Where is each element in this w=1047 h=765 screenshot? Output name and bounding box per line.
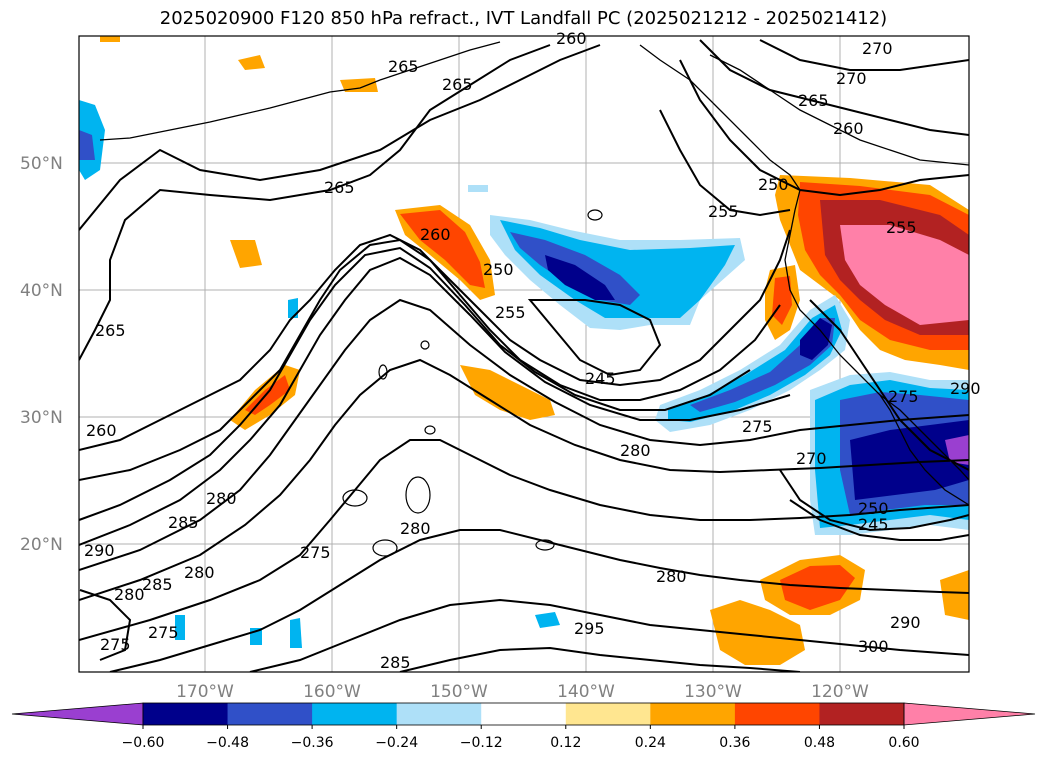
colorbar-segment	[396, 703, 482, 725]
lon-label: 130°W	[684, 682, 742, 702]
contour-label: 245	[858, 515, 889, 534]
colorbar-segment	[312, 703, 398, 725]
contour-label: 295	[574, 619, 605, 638]
contour-label: 280	[400, 519, 431, 538]
contour-label: 250	[483, 260, 514, 279]
colorbar-tick-label: −0.48	[206, 735, 249, 751]
contour-label: 280	[656, 567, 687, 586]
gridlines	[79, 36, 969, 672]
contour-label: 280	[620, 441, 651, 460]
contour-label: 260	[833, 119, 864, 138]
colorbar-segment	[143, 703, 229, 725]
map-content	[79, 36, 969, 672]
contour-label: 290	[84, 541, 115, 560]
contour-label: 250	[858, 499, 889, 518]
colorbar-tick-label: −0.36	[291, 735, 334, 751]
contour-label: 290	[890, 613, 921, 632]
minor-contours	[342, 209, 603, 557]
colorbar-segment	[819, 703, 905, 725]
contour-label: 275	[742, 417, 773, 436]
shading-positive	[100, 36, 969, 665]
contour-label: 245	[585, 369, 616, 388]
contour-label: 275	[100, 635, 131, 654]
contour-label: 280	[184, 563, 215, 582]
colorbar-segment	[565, 703, 651, 725]
lon-label: 140°W	[557, 682, 615, 702]
contour-label: 255	[708, 202, 739, 221]
contour-label: 255	[886, 218, 917, 237]
contour-label: 285	[142, 575, 173, 594]
contour-label: 270	[836, 69, 867, 88]
contour-label: 275	[888, 387, 919, 406]
lon-label: 150°W	[430, 682, 488, 702]
contour-label: 265	[798, 91, 829, 110]
colorbar-tick-label: 0.48	[804, 735, 835, 751]
colorbar-segment	[227, 703, 313, 725]
contour-label: 275	[148, 623, 179, 642]
colorbar-tick-label: −0.12	[460, 735, 503, 751]
contour-label: 260	[556, 29, 587, 48]
contour-label: 270	[796, 449, 827, 468]
lat-label: 40°N	[20, 281, 63, 301]
contour-label: 300	[858, 637, 889, 656]
contour-label: 265	[442, 75, 473, 94]
lat-label: 50°N	[20, 154, 63, 174]
colorbar-tick-label: 0.60	[888, 735, 919, 751]
colorbar-tick-label: 0.36	[719, 735, 750, 751]
colorbar-tick-label: 0.24	[635, 735, 666, 751]
shading-negative	[79, 100, 969, 648]
lon-label: 120°W	[811, 682, 869, 702]
colorbar-tick-label: −0.24	[375, 735, 418, 751]
colorbar: −0.60 −0.48 −0.36 −0.24 −0.12 0.12 0.24 0.36 0.4…	[11, 702, 1036, 751]
contour-label: 260	[420, 225, 451, 244]
contour-label: 265	[95, 321, 126, 340]
lon-label: 170°W	[176, 682, 234, 702]
colorbar-segment	[650, 703, 736, 725]
contour-label: 255	[495, 303, 526, 322]
contour-label: 280	[206, 489, 237, 508]
lat-label: 20°N	[20, 535, 63, 555]
contour-labels: 260 265 265 270 270 265 260 265 260 250 …	[84, 29, 981, 672]
contour-label: 260	[86, 421, 117, 440]
refractivity-contours	[79, 39, 969, 672]
contour-label: 290	[950, 379, 981, 398]
lon-label: 160°W	[303, 682, 361, 702]
contour-label: 250	[758, 175, 789, 194]
colorbar-segment	[481, 703, 567, 725]
plot-title: 2025020900 F120 850 hPa refract., IVT La…	[159, 8, 888, 29]
colorbar-tick-label: −0.60	[122, 735, 165, 751]
lat-label: 30°N	[20, 408, 63, 428]
colorbar-extend-low	[11, 702, 144, 726]
contour-label: 265	[388, 57, 419, 76]
colorbar-segment	[734, 703, 820, 725]
longitude-labels: 170°W 160°W 150°W 140°W 130°W 120°W	[176, 682, 869, 702]
colorbar-extend-high	[903, 702, 1036, 726]
map-frame	[78, 35, 970, 673]
contour-label: 275	[300, 543, 331, 562]
contour-label: 270	[862, 39, 893, 58]
latitude-labels: 50°N 40°N 30°N 20°N	[20, 154, 63, 555]
contour-label: 285	[168, 513, 199, 532]
colorbar-tick-label: 0.12	[550, 735, 581, 751]
colorbar-outline	[142, 702, 905, 726]
contour-label: 285	[380, 653, 411, 672]
contour-label: 280	[114, 585, 145, 604]
contour-label: 265	[324, 178, 355, 197]
